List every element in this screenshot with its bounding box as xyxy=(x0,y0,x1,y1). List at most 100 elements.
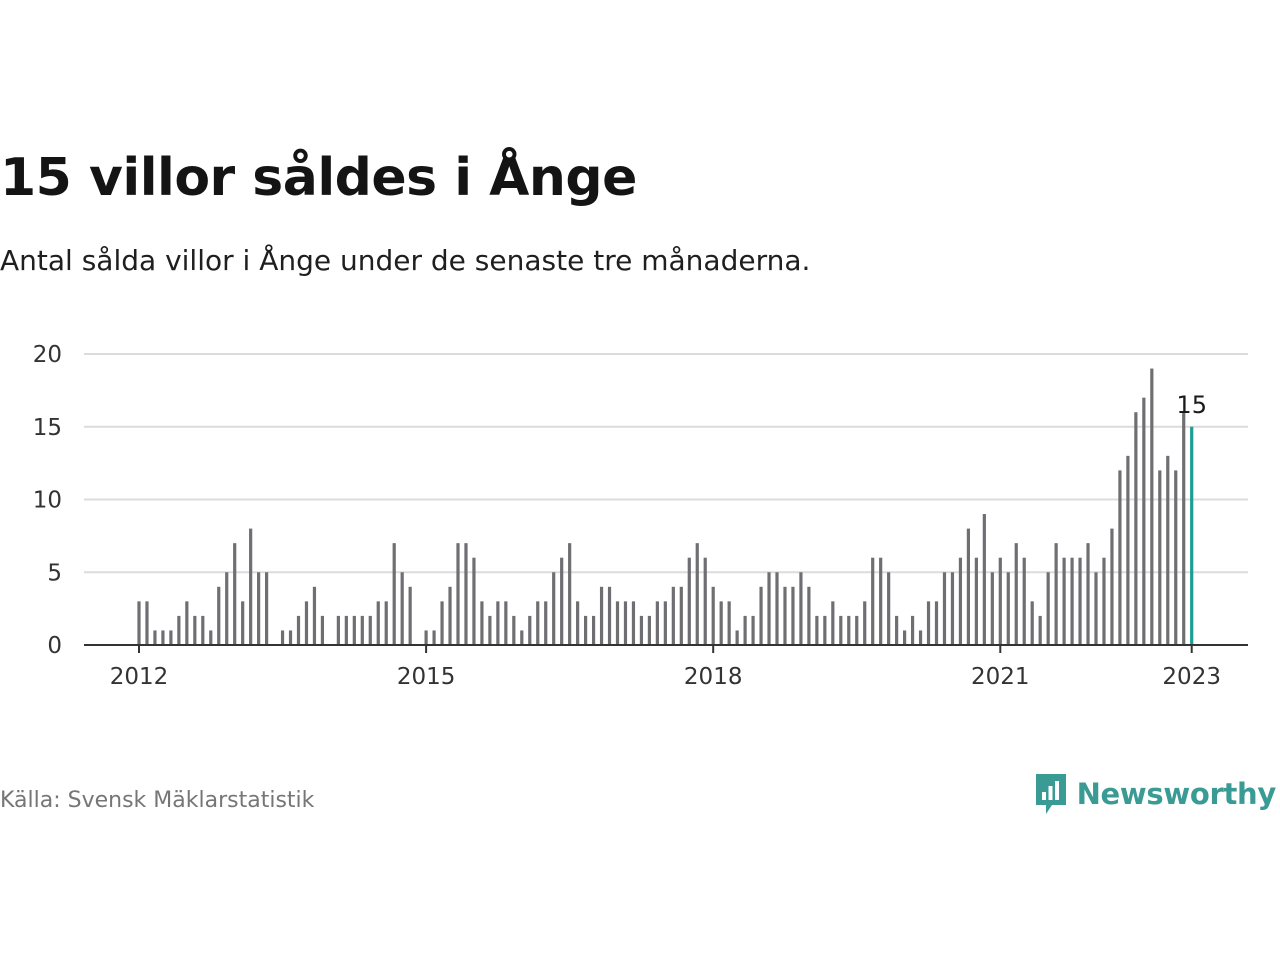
bar xyxy=(783,586,787,645)
bar xyxy=(161,630,165,645)
bar xyxy=(320,615,325,645)
bar xyxy=(193,615,197,645)
bar xyxy=(990,572,994,645)
bar xyxy=(591,615,596,645)
bar xyxy=(384,601,388,645)
chart-subtitle: Antal sålda villor i Ånge under de senas… xyxy=(0,244,811,277)
brand-name: Newsworthy xyxy=(1076,777,1277,811)
bar xyxy=(1046,572,1050,645)
brand-logo[interactable]: Newsworthy xyxy=(1033,772,1276,816)
bar xyxy=(512,615,516,645)
bar xyxy=(631,601,636,645)
bar xyxy=(855,615,859,645)
x-tick-label: 2015 xyxy=(397,664,456,690)
bar xyxy=(560,557,564,645)
bar xyxy=(304,601,309,645)
bar xyxy=(1062,557,1066,645)
bar xyxy=(584,615,588,645)
bar xyxy=(863,601,867,645)
bar xyxy=(233,543,237,645)
bar xyxy=(1094,572,1098,645)
bar xyxy=(647,615,651,645)
y-tick-label: 5 xyxy=(47,560,62,586)
bar xyxy=(1078,557,1082,645)
bar xyxy=(137,601,141,645)
bar xyxy=(552,572,556,645)
bar xyxy=(145,601,149,645)
bar xyxy=(536,601,540,645)
bar xyxy=(807,586,811,645)
bar xyxy=(576,601,580,645)
bar xyxy=(376,601,380,645)
bar xyxy=(671,586,675,645)
bar xyxy=(751,615,755,645)
bar xyxy=(296,615,301,645)
bar xyxy=(839,615,843,645)
bar-highlight xyxy=(1190,426,1194,645)
newsworthy-logo-icon xyxy=(1035,774,1066,814)
bar xyxy=(942,572,947,645)
y-tick-label: 10 xyxy=(33,488,62,514)
bar xyxy=(456,543,460,645)
bar xyxy=(241,601,245,645)
bar xyxy=(544,601,548,645)
bar xyxy=(1118,470,1122,645)
bar xyxy=(974,557,978,645)
bar xyxy=(607,586,612,645)
bar xyxy=(1038,615,1042,645)
bar xyxy=(568,543,572,645)
bar xyxy=(360,615,364,645)
bar xyxy=(1110,528,1114,645)
bar xyxy=(950,572,955,645)
bar xyxy=(1134,412,1138,645)
bar xyxy=(903,630,907,645)
bar xyxy=(177,615,181,645)
x-tick-label: 2021 xyxy=(971,664,1030,690)
bar xyxy=(424,630,428,645)
bar xyxy=(663,601,667,645)
bar xyxy=(225,572,229,645)
bar xyxy=(496,601,500,645)
bar xyxy=(687,557,691,645)
bar xyxy=(488,615,492,645)
bar xyxy=(1070,557,1074,645)
bar xyxy=(480,601,484,645)
bar xyxy=(926,601,931,645)
bar xyxy=(743,615,747,645)
bar xyxy=(982,514,986,645)
bar xyxy=(775,572,779,645)
bar xyxy=(655,601,659,645)
bar xyxy=(615,601,620,645)
bar xyxy=(966,528,970,645)
bar xyxy=(1174,470,1178,645)
bar xyxy=(871,557,875,645)
bar xyxy=(711,586,715,645)
x-axis: 2012 2015 2018 2021 2023 xyxy=(84,644,1248,690)
bar xyxy=(464,543,468,645)
y-tick-label: 20 xyxy=(33,342,62,368)
bar xyxy=(1014,543,1018,645)
chart-title: 15 villor såldes i Ånge xyxy=(0,148,637,208)
bar xyxy=(719,601,723,645)
bar xyxy=(1102,557,1106,645)
source-note: Källa: Svensk Mäklarstatistik xyxy=(0,788,315,813)
bar xyxy=(918,630,923,645)
bar xyxy=(169,630,173,645)
bar xyxy=(958,557,963,645)
bar xyxy=(895,615,899,645)
bar xyxy=(799,572,803,645)
bar xyxy=(217,586,221,645)
value-labels: 15 xyxy=(1176,391,1207,419)
bar xyxy=(400,572,404,645)
bar xyxy=(392,543,396,645)
bar xyxy=(472,557,476,645)
bar xyxy=(265,572,269,645)
bar xyxy=(879,557,883,645)
bar xyxy=(759,586,763,645)
bar xyxy=(1150,368,1154,645)
bar xyxy=(185,601,189,645)
bar xyxy=(520,630,524,645)
bar xyxy=(695,543,699,645)
bar xyxy=(831,601,835,645)
bar xyxy=(336,615,340,645)
